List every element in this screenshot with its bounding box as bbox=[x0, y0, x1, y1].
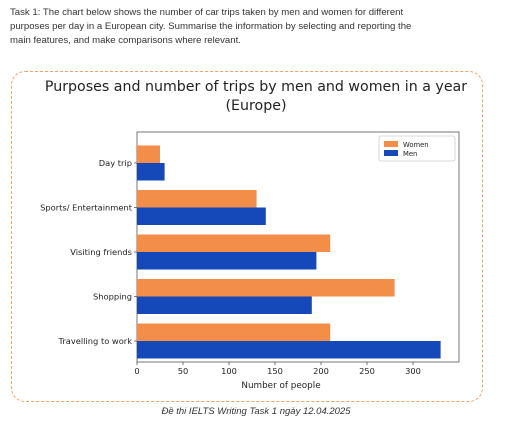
bar-men-5 bbox=[137, 341, 441, 359]
x-tick-label: 100 bbox=[221, 366, 237, 376]
task-prompt: Task 1: The chart below shows the number… bbox=[10, 6, 502, 48]
x-tick-label: 150 bbox=[267, 366, 283, 376]
bar-men-1 bbox=[137, 163, 165, 181]
x-tick-label: 250 bbox=[359, 366, 375, 376]
chart-title-line-2: (Europe) bbox=[225, 98, 287, 114]
x-tick-label: 200 bbox=[313, 366, 329, 376]
x-tick-label: 300 bbox=[405, 366, 421, 376]
category-label: Visiting friends bbox=[70, 247, 132, 257]
x-tick-label: 0 bbox=[134, 366, 139, 376]
task-line-3: main features, and make comparisons wher… bbox=[10, 35, 241, 46]
bar-men-4 bbox=[137, 296, 312, 314]
category-label: Travelling to work bbox=[58, 336, 133, 346]
x-axis-label: Number of people bbox=[241, 381, 320, 391]
caption: Đề thi IELTS Writing Task 1 ngày 12.04.2… bbox=[161, 406, 351, 417]
bar-women-2 bbox=[137, 190, 257, 208]
task-line-2: purposes per day in a European city. Sum… bbox=[10, 21, 412, 32]
legend-swatch-men bbox=[384, 150, 398, 156]
bar-men-3 bbox=[137, 252, 317, 270]
category-label: Day trip bbox=[99, 158, 132, 168]
legend-swatch-women bbox=[384, 141, 398, 147]
legend-label-men: Men bbox=[403, 150, 417, 158]
category-label: Shopping bbox=[93, 292, 132, 302]
bar-women-3 bbox=[137, 234, 331, 252]
bar-women-5 bbox=[137, 323, 331, 341]
legend-label-women: Women bbox=[403, 141, 429, 149]
x-tick-label: 50 bbox=[178, 366, 189, 376]
bar-women-4 bbox=[137, 279, 395, 297]
category-label: Sports/ Entertainment bbox=[40, 203, 133, 213]
chart-title: Purposes and number of trips by men and … bbox=[20, 78, 492, 116]
chart-title-line-1: Purposes and number of trips by men and … bbox=[44, 79, 468, 95]
bar-women-1 bbox=[137, 145, 160, 163]
task-line-1: Task 1: The chart below shows the number… bbox=[10, 7, 404, 18]
bar-men-2 bbox=[137, 207, 266, 225]
